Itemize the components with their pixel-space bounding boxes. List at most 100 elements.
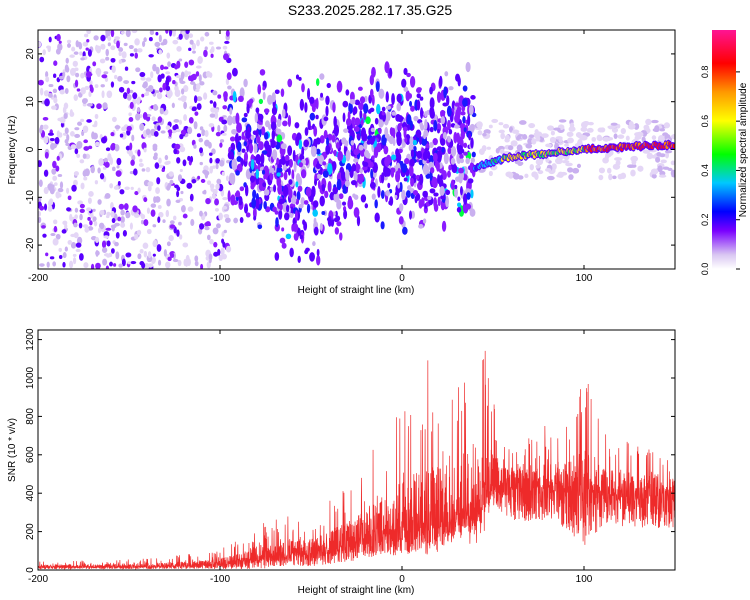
spectrogram-cell xyxy=(327,215,332,227)
spectrogram-cell xyxy=(450,157,456,165)
spectrogram-cell xyxy=(86,119,92,123)
spectrogram-cell xyxy=(586,127,594,133)
y-tick-label: 10 xyxy=(25,96,36,108)
spectrogram-cell xyxy=(221,119,228,125)
spectrogram-cell xyxy=(625,135,630,141)
spectrogram-cell xyxy=(336,221,342,227)
spectrogram-cell xyxy=(325,105,329,117)
spectrogram-cell xyxy=(233,217,239,224)
spectrogram-cell xyxy=(303,200,309,205)
spectrogram-cell xyxy=(558,137,563,143)
spectrogram-cell xyxy=(182,213,188,219)
spectrogram-cell xyxy=(39,56,45,63)
spectrogram-cell xyxy=(222,197,228,201)
spectrogram-cell xyxy=(101,74,108,79)
spectrogram-cell xyxy=(602,136,610,142)
spectrogram-cell xyxy=(43,136,49,144)
spectrogram-cell xyxy=(135,67,141,73)
spectrogram-cell xyxy=(186,71,192,75)
spectrogram-cell xyxy=(566,131,574,137)
spectrogram-cell xyxy=(313,99,318,108)
spectrogram-cell xyxy=(59,181,64,189)
spectrogram-cell xyxy=(151,116,156,122)
spectrogram-cell xyxy=(392,138,396,147)
spectrogram-cell xyxy=(271,129,276,141)
spectrogram-cell xyxy=(239,216,244,224)
spectrogram-cell xyxy=(39,87,44,96)
spectrogram-cell xyxy=(282,120,288,127)
spectrogram-cell xyxy=(298,203,304,209)
y-tick-label: 1000 xyxy=(25,366,36,389)
spectrogram-cell xyxy=(384,61,390,74)
spectrogram-cell xyxy=(383,175,388,181)
spectrogram-cell xyxy=(172,39,179,45)
spectrogram-cell xyxy=(174,89,181,98)
spectrogram-cell xyxy=(126,125,132,132)
spectrogram-cell xyxy=(342,201,347,206)
spectrogram-cell xyxy=(133,48,138,53)
spectrogram-cell xyxy=(121,126,127,132)
spectrogram-cell xyxy=(92,132,98,140)
spectrogram-cell xyxy=(391,93,395,105)
spectrogram-cell xyxy=(66,187,70,194)
spectrogram-cell xyxy=(176,229,180,237)
spectrogram-cell xyxy=(222,45,228,50)
spectrogram-cell xyxy=(173,215,177,221)
spectrogram-cell xyxy=(137,253,142,260)
spectrogram-cell xyxy=(78,253,84,261)
spectrogram-cell xyxy=(103,157,108,163)
spectrogram-cell xyxy=(218,254,224,262)
spectrogram-cell xyxy=(397,115,404,123)
spectrogram-cell xyxy=(375,81,380,92)
spectrogram-cell xyxy=(110,30,115,38)
spectrogram-cell xyxy=(454,124,461,129)
spectrogram-cell xyxy=(226,72,232,81)
spectrogram-cell xyxy=(114,222,120,227)
snr-series xyxy=(38,350,675,570)
spectrogram-cell xyxy=(280,143,287,150)
spectrogram-cell xyxy=(663,122,671,129)
spectrogram-cell xyxy=(141,168,146,172)
spectrogram-cell xyxy=(231,67,238,77)
spectrogram-cell xyxy=(287,114,292,127)
spectrogram-cell xyxy=(165,85,171,92)
spectrogram-cell xyxy=(56,33,61,42)
spectrogram-cell xyxy=(630,169,636,177)
spectrogram-cell xyxy=(84,168,90,177)
spectrogram-cell xyxy=(249,175,256,183)
spectrogram-cell xyxy=(250,134,255,141)
spectrogram-cell xyxy=(241,131,245,141)
spectrogram-cell xyxy=(73,51,79,55)
spectrogram-cell xyxy=(134,52,138,59)
spectrogram-cell xyxy=(361,197,366,202)
spectrogram-cell xyxy=(332,150,337,155)
spectrogram-cell xyxy=(374,212,380,223)
y-tick-label: 20 xyxy=(25,48,36,60)
spectrogram-cell xyxy=(410,105,415,112)
spectrogram-cell xyxy=(76,153,81,158)
spectrogram-cell xyxy=(79,51,83,56)
spectrogram-x-label: Height of straight line (km) xyxy=(298,285,415,296)
spectrogram-cell xyxy=(132,205,138,213)
spectrogram-cell xyxy=(283,184,288,194)
spectrogram-cell xyxy=(326,83,331,89)
spectrogram-cell xyxy=(43,203,48,211)
snr-y-label: SNR (10 * v/v) xyxy=(7,418,18,482)
spectrogram-cell xyxy=(145,128,151,136)
spectrogram-cell xyxy=(324,190,329,199)
spectrogram-cell xyxy=(422,163,429,176)
spectrogram-cell xyxy=(248,143,254,154)
spectrogram-cell xyxy=(363,112,367,120)
spectrogram-cell xyxy=(262,182,267,188)
spectrogram-cell xyxy=(425,143,430,149)
spectrogram-cell xyxy=(395,170,401,183)
spectrogram-cell xyxy=(407,185,412,191)
spectrogram-cell xyxy=(48,36,52,43)
spectrogram-cell xyxy=(365,116,371,125)
spectrogram-cell xyxy=(291,169,295,181)
spectrogram-cell xyxy=(87,216,91,221)
spectrogram-cell xyxy=(90,212,94,219)
spectrogram-cell xyxy=(57,187,64,193)
spectrogram-cell xyxy=(650,168,659,175)
spectrogram-cell xyxy=(467,178,474,184)
